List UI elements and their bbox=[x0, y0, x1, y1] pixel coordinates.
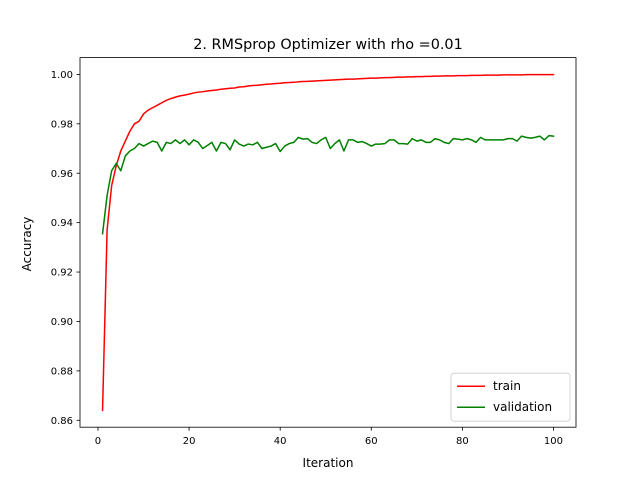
x-tick-label: 80 bbox=[456, 436, 469, 447]
x-tick-label: 0 bbox=[95, 436, 101, 447]
y-tick-label: 0.92 bbox=[51, 268, 73, 279]
x-axis-label: Iteration bbox=[303, 456, 354, 470]
series-line-validation bbox=[101, 134, 555, 235]
y-tick-label: 0.90 bbox=[51, 317, 73, 328]
x-tick-label: 40 bbox=[274, 436, 287, 447]
y-tick-label: 1.00 bbox=[51, 70, 73, 81]
y-axis-label: Accuracy bbox=[20, 217, 34, 272]
legend-label-train: train bbox=[493, 379, 521, 393]
series-line-train bbox=[101, 73, 555, 412]
y-tick-label: 0.98 bbox=[51, 119, 73, 130]
plot-area: 0 20 40 60 80 100 0.86 0.88 0.90 0.92 0.94 0.96 0.98… bbox=[51, 57, 577, 447]
chart-title: 2. RMSprop Optimizer with rho =0.01 bbox=[193, 37, 463, 53]
y-tick-label: 0.96 bbox=[51, 169, 73, 180]
x-tick-label: 60 bbox=[365, 436, 378, 447]
legend-box bbox=[450, 372, 571, 422]
x-tick-label: 100 bbox=[544, 436, 563, 447]
y-tick-label: 0.88 bbox=[51, 366, 73, 377]
y-tick-label: 0.94 bbox=[51, 218, 73, 229]
axes-frame bbox=[79, 57, 577, 428]
y-tick-label: 0.86 bbox=[51, 416, 73, 427]
legend-label-validation: validation bbox=[493, 400, 552, 414]
x-tick-label: 20 bbox=[183, 436, 196, 447]
